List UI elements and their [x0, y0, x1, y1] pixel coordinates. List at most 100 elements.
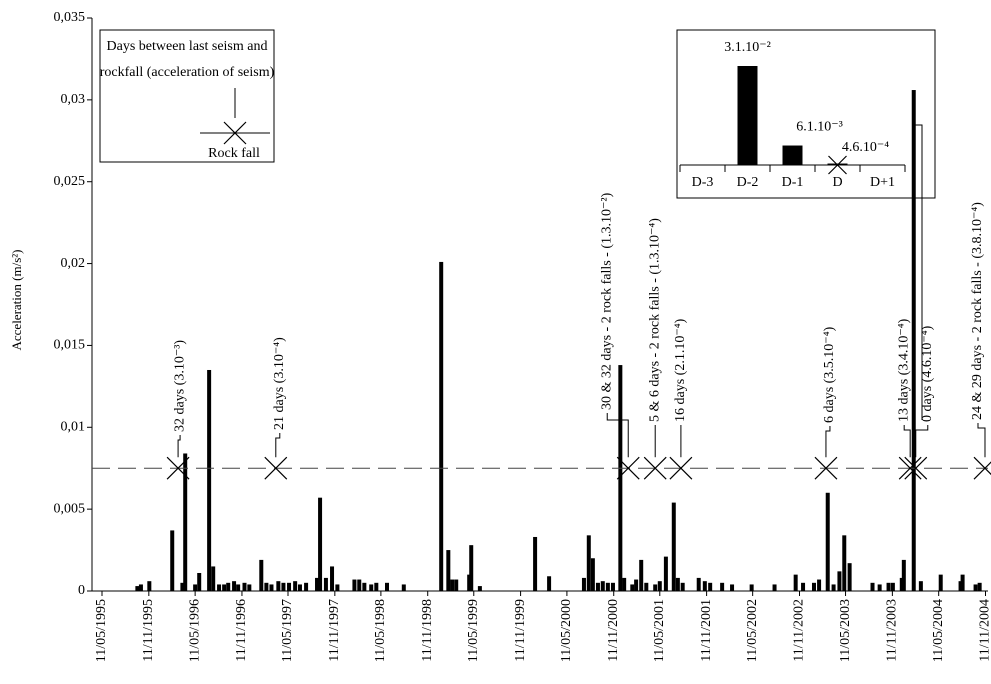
- bar: [749, 584, 754, 591]
- legend-box: [99, 29, 275, 163]
- bar: [533, 536, 538, 591]
- bar: [439, 261, 444, 591]
- annotation: 32 days (3.10⁻³): [172, 340, 187, 432]
- rockfall-marker: [166, 456, 190, 480]
- bar: [207, 369, 212, 591]
- bar: [671, 502, 676, 591]
- bar: [450, 579, 455, 591]
- annotation-leader: [606, 413, 629, 458]
- bar: [890, 582, 895, 591]
- bar: [825, 492, 830, 591]
- annotation-leader: [177, 435, 181, 458]
- y-tick-label: 0,025: [54, 174, 86, 189]
- y-tick-label: 0,03: [61, 92, 86, 107]
- x-tick-label: 11/05/1996: [187, 599, 202, 662]
- bar: [958, 581, 963, 591]
- x-tick-label: 11/11/1996: [234, 599, 249, 662]
- bar: [180, 582, 185, 591]
- annotation: 16 days (2.1.10⁻⁴): [673, 318, 688, 422]
- inset-rockfall-marker: [828, 155, 847, 175]
- annotation: 6 days (3.5.10⁻⁴): [822, 326, 837, 423]
- bar: [605, 582, 610, 591]
- bar: [259, 559, 264, 591]
- bar: [901, 559, 906, 591]
- bar: [352, 579, 357, 591]
- bar: [708, 582, 713, 591]
- bar: [675, 577, 680, 591]
- bar: [276, 581, 281, 591]
- y-tick-label: 0,02: [61, 256, 86, 271]
- bar: [793, 574, 798, 591]
- x-tick-label: 11/05/1998: [373, 599, 388, 662]
- bar: [639, 559, 644, 591]
- bar: [297, 584, 302, 591]
- annotation-leader: [903, 425, 911, 458]
- bar: [211, 566, 216, 591]
- inset-category: D-2: [737, 175, 759, 190]
- x-tick-label: 11/11/2000: [606, 599, 621, 662]
- bar: [622, 577, 627, 591]
- bar: [595, 582, 600, 591]
- bar: [335, 584, 340, 591]
- x-tick-label: 11/11/2004: [978, 599, 991, 662]
- legend-marker: [223, 121, 247, 145]
- bar: [469, 545, 474, 591]
- bar: [446, 550, 451, 591]
- inset-category: D: [832, 175, 842, 190]
- rockfall-marker: [904, 456, 928, 480]
- bar: [369, 584, 374, 591]
- bar: [330, 566, 335, 591]
- bar: [287, 582, 292, 591]
- x-tick-label: 11/11/2002: [792, 599, 807, 662]
- bar: [644, 582, 649, 591]
- bar: [236, 584, 241, 591]
- bar: [696, 577, 701, 591]
- rockfall-marker: [973, 456, 991, 480]
- bar: [918, 581, 923, 591]
- bar: [222, 584, 227, 591]
- x-tick-label: 11/05/2003: [838, 599, 853, 662]
- bar: [242, 582, 247, 591]
- bar: [547, 576, 552, 591]
- inset-bar: [782, 145, 803, 165]
- bar: [870, 582, 875, 591]
- annotation: 5 & 6 days - 2 rock falls - (1.3.10⁻⁴): [647, 218, 662, 422]
- bar: [977, 582, 982, 591]
- bar: [197, 572, 202, 591]
- bar: [135, 586, 140, 591]
- x-tick-label: 11/05/2001: [652, 599, 667, 662]
- bar: [247, 584, 252, 591]
- bar: [899, 577, 904, 591]
- bar: [634, 579, 639, 591]
- bar: [467, 574, 472, 591]
- y-tick-label: 0,035: [54, 10, 86, 25]
- inset-category: D-3: [692, 175, 714, 190]
- bar: [269, 584, 274, 591]
- x-tick-label: 11/05/2002: [745, 599, 760, 662]
- annotation-leader: [977, 423, 986, 458]
- bar: [653, 584, 658, 591]
- annotation: 0 days (4.6.10⁻⁴): [920, 325, 935, 422]
- annotation: 24 & 29 days - 2 rock falls - (3.8.10⁻⁴): [970, 202, 985, 420]
- rockfall-marker: [898, 456, 922, 480]
- bar: [720, 582, 725, 591]
- annotation-leader: [825, 426, 831, 458]
- bar: [138, 584, 143, 591]
- rockfall-marker: [643, 456, 667, 480]
- rockfall-marker: [264, 456, 288, 480]
- inset-value-label: 6.1.10⁻³: [796, 120, 843, 135]
- bar: [837, 571, 842, 591]
- bar: [226, 582, 231, 591]
- bar: [680, 582, 685, 591]
- bar: [831, 584, 836, 591]
- annotation-leader: [275, 433, 281, 458]
- x-tick-label: 11/05/1999: [466, 599, 481, 662]
- bar: [193, 584, 198, 591]
- annotation-leader: [915, 425, 929, 458]
- bar: [477, 586, 482, 591]
- rockfall-marker: [669, 456, 693, 480]
- inset-box: [676, 29, 936, 199]
- inset-category: D-1: [782, 175, 804, 190]
